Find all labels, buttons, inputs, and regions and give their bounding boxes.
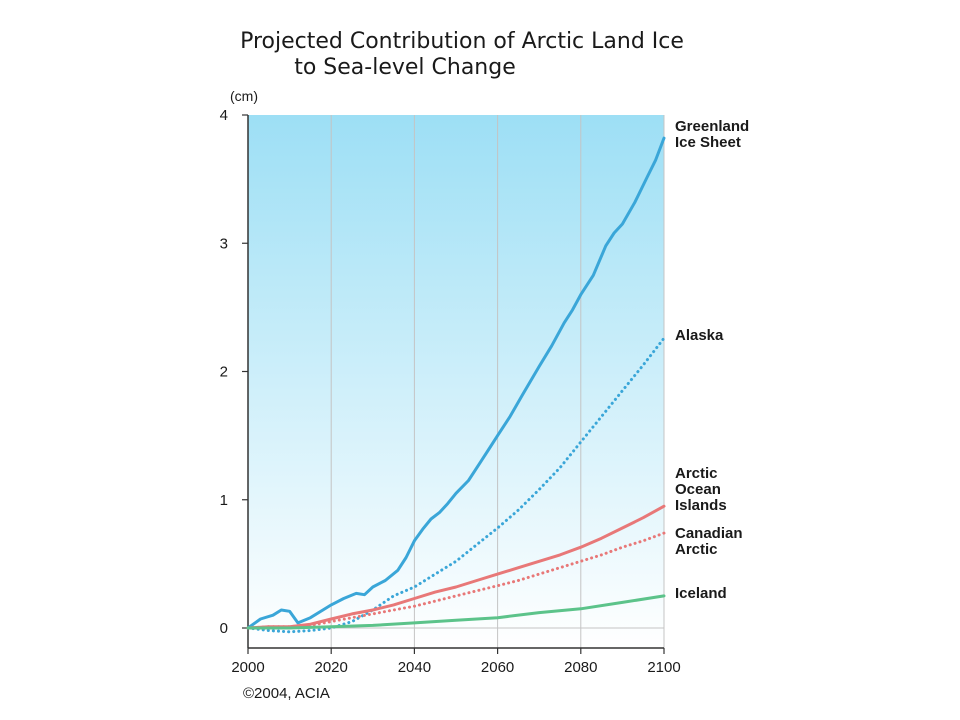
series-label-iceland: Iceland	[675, 585, 727, 602]
x-tick-label: 2040	[398, 659, 431, 676]
y-tick-label: 1	[220, 492, 228, 509]
series-line-alaska	[246, 336, 666, 634]
series-label-arctic-ocean-islands: Arctic	[675, 465, 718, 482]
y-tick-label: 4	[220, 107, 228, 124]
y-tick-label: 2	[220, 364, 228, 381]
series-label-canadian-arctic: Arctic	[675, 541, 718, 558]
x-tick-label: 2020	[315, 659, 348, 676]
plot-background	[248, 115, 664, 648]
x-tick-label: 2080	[564, 659, 597, 676]
series-label-arctic-ocean-islands: Ocean	[675, 481, 721, 498]
x-tick-label: 2100	[647, 659, 680, 676]
axes	[242, 114, 665, 654]
series-label-arctic-ocean-islands: Islands	[675, 497, 727, 514]
series-line-arctic-ocean-islands	[246, 504, 666, 630]
series-label-canadian-arctic: Canadian	[675, 525, 743, 542]
y-tick-label: 3	[220, 235, 228, 252]
series-label-greenland-ice-sheet: Greenland	[675, 118, 749, 135]
tick-labels: 0 1 2 3 4 2000 2020 2040 2060 2080 2100	[220, 107, 681, 676]
series-label-alaska: Alaska	[675, 327, 724, 344]
series-line-iceland	[246, 594, 666, 630]
series-line-greenland-ice-sheet	[246, 136, 666, 630]
x-tick-label: 2000	[231, 659, 264, 676]
x-tick-label: 2060	[481, 659, 514, 676]
credit-text: ©2004, ACIA	[243, 685, 330, 702]
series-lines	[246, 136, 666, 634]
series-label-greenland-ice-sheet: Ice Sheet	[675, 134, 741, 151]
chart-title-line-2: to Sea-level Change	[294, 55, 516, 80]
y-tick-label: 0	[220, 620, 228, 637]
y-axis-unit: (cm)	[230, 88, 258, 104]
chart-title-line-1: Projected Contribution of Arctic Land Ic…	[240, 29, 684, 54]
